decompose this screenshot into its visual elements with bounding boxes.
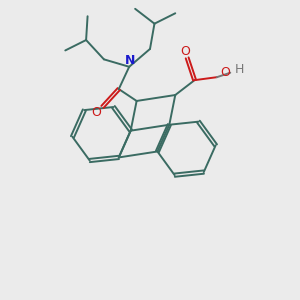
Text: O: O xyxy=(220,66,230,79)
Text: N: N xyxy=(125,54,136,67)
Text: O: O xyxy=(180,45,190,58)
Text: H: H xyxy=(235,63,244,76)
Text: O: O xyxy=(92,106,101,119)
